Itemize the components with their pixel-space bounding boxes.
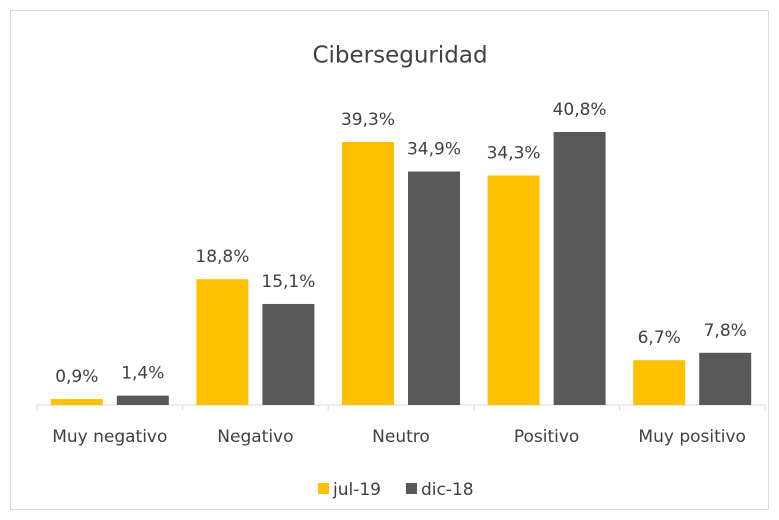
bar <box>116 395 169 405</box>
bar <box>50 398 103 405</box>
bar <box>408 171 460 405</box>
value-label: 34,3% <box>487 143 541 163</box>
x-tick-label: Muy negativo <box>52 427 167 447</box>
bar <box>342 142 394 406</box>
value-label: 40,8% <box>553 100 607 120</box>
bar <box>633 360 686 405</box>
value-label: 1,4% <box>121 364 164 384</box>
value-label: 15,1% <box>261 272 315 292</box>
x-tick-label: Neutro <box>372 427 430 447</box>
value-label: 18,8% <box>195 247 249 267</box>
legend-swatch <box>406 483 417 494</box>
bar <box>553 132 606 405</box>
x-tick-label: Positivo <box>514 427 579 447</box>
value-label: 7,8% <box>704 321 747 341</box>
x-tick-label: Muy positivo <box>638 427 746 447</box>
x-tick-label: Negativo <box>217 427 293 447</box>
value-label: 0,9% <box>55 367 98 387</box>
legend-label: jul-19 <box>332 480 381 500</box>
legend-label: dic-18 <box>421 480 474 500</box>
bar <box>196 279 249 405</box>
bar <box>262 303 315 405</box>
bar <box>487 175 540 405</box>
legend-swatch <box>318 483 329 494</box>
value-label: 6,7% <box>638 328 681 348</box>
value-label: 34,9% <box>407 139 461 159</box>
chart-title: Ciberseguridad <box>312 43 487 69</box>
bar <box>699 352 752 405</box>
value-label: 39,3% <box>341 110 395 130</box>
